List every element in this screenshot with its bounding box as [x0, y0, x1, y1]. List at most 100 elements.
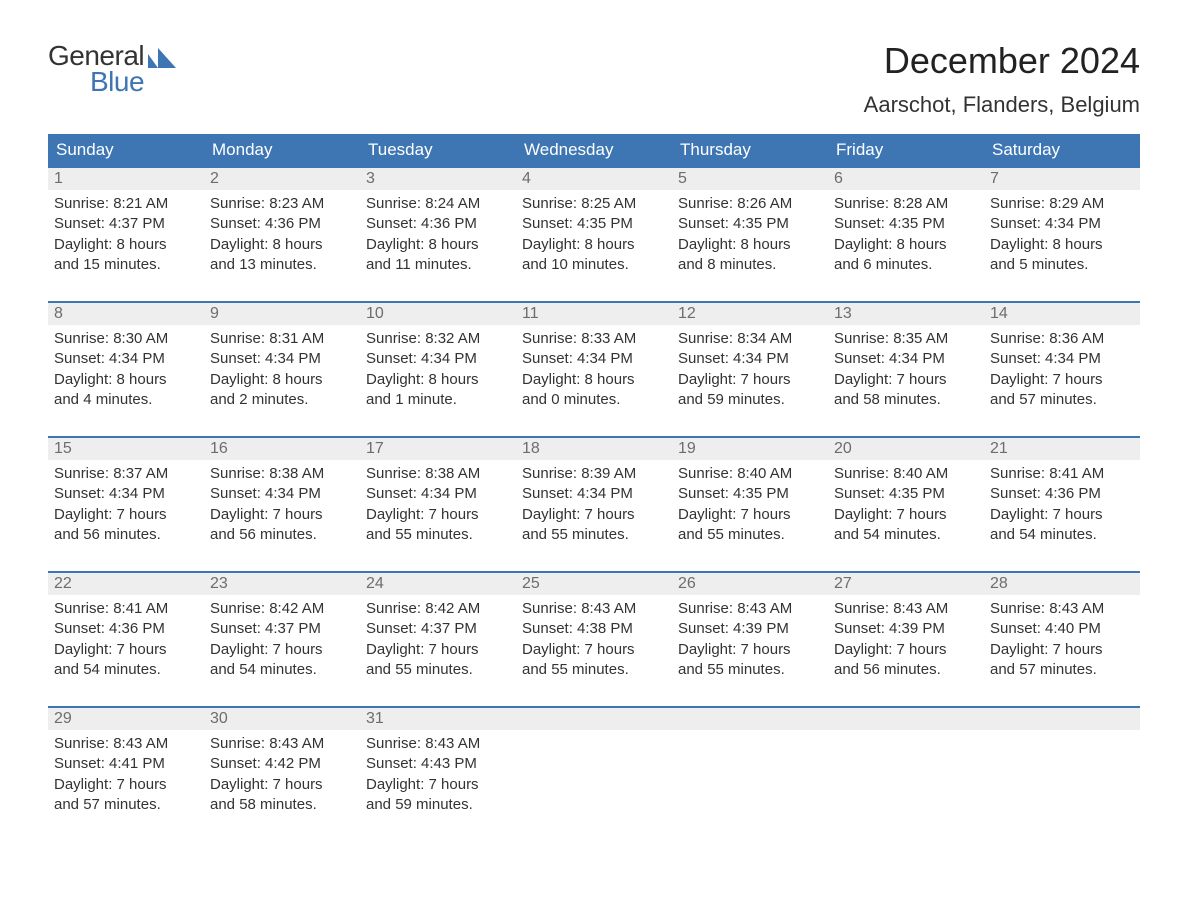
weekday-header: Saturday: [984, 134, 1140, 166]
day-cell: Sunrise: 8:26 AMSunset: 4:35 PMDaylight:…: [672, 190, 828, 279]
sunrise-text: Sunrise: 8:40 AM: [678, 464, 822, 484]
daylight2-text: and 57 minutes.: [54, 795, 198, 815]
daylight1-text: Daylight: 7 hours: [366, 505, 510, 525]
day-number: 5: [672, 168, 828, 190]
sunset-text: Sunset: 4:40 PM: [990, 619, 1134, 639]
sunrise-text: Sunrise: 8:41 AM: [990, 464, 1134, 484]
sunset-text: Sunset: 4:35 PM: [834, 484, 978, 504]
sunrise-text: Sunrise: 8:23 AM: [210, 194, 354, 214]
daylight2-text: and 57 minutes.: [990, 660, 1134, 680]
sunrise-text: Sunrise: 8:38 AM: [366, 464, 510, 484]
day-cell: Sunrise: 8:43 AMSunset: 4:42 PMDaylight:…: [204, 730, 360, 819]
sunrise-text: Sunrise: 8:43 AM: [54, 734, 198, 754]
day-cell: Sunrise: 8:41 AMSunset: 4:36 PMDaylight:…: [48, 595, 204, 684]
daylight1-text: Daylight: 7 hours: [366, 775, 510, 795]
day-number: 17: [360, 438, 516, 460]
sunrise-text: Sunrise: 8:43 AM: [834, 599, 978, 619]
sunrise-text: Sunrise: 8:28 AM: [834, 194, 978, 214]
day-cell: Sunrise: 8:42 AMSunset: 4:37 PMDaylight:…: [360, 595, 516, 684]
sunset-text: Sunset: 4:34 PM: [210, 484, 354, 504]
day-cell: [984, 730, 1140, 819]
daylight1-text: Daylight: 7 hours: [834, 640, 978, 660]
day-cell: Sunrise: 8:43 AMSunset: 4:41 PMDaylight:…: [48, 730, 204, 819]
sunset-text: Sunset: 4:35 PM: [834, 214, 978, 234]
weekday-header: Tuesday: [360, 134, 516, 166]
sunset-text: Sunset: 4:34 PM: [366, 484, 510, 504]
sunset-text: Sunset: 4:38 PM: [522, 619, 666, 639]
sunset-text: Sunset: 4:34 PM: [990, 214, 1134, 234]
day-cell: Sunrise: 8:43 AMSunset: 4:39 PMDaylight:…: [672, 595, 828, 684]
day-data-row: Sunrise: 8:37 AMSunset: 4:34 PMDaylight:…: [48, 460, 1140, 549]
daylight1-text: Daylight: 8 hours: [834, 235, 978, 255]
daylight2-text: and 57 minutes.: [990, 390, 1134, 410]
day-number: 29: [48, 708, 204, 730]
day-cell: Sunrise: 8:34 AMSunset: 4:34 PMDaylight:…: [672, 325, 828, 414]
day-number: 14: [984, 303, 1140, 325]
daylight2-text: and 59 minutes.: [366, 795, 510, 815]
sunset-text: Sunset: 4:35 PM: [522, 214, 666, 234]
day-number: 10: [360, 303, 516, 325]
daylight1-text: Daylight: 8 hours: [366, 370, 510, 390]
month-title: December 2024: [864, 40, 1140, 82]
sunset-text: Sunset: 4:41 PM: [54, 754, 198, 774]
sunset-text: Sunset: 4:34 PM: [678, 349, 822, 369]
day-number: 15: [48, 438, 204, 460]
day-number-row: 15161718192021: [48, 438, 1140, 460]
sunset-text: Sunset: 4:34 PM: [54, 349, 198, 369]
weekday-header: Friday: [828, 134, 984, 166]
day-number: 30: [204, 708, 360, 730]
day-cell: Sunrise: 8:35 AMSunset: 4:34 PMDaylight:…: [828, 325, 984, 414]
daylight2-text: and 58 minutes.: [834, 390, 978, 410]
day-cell: Sunrise: 8:38 AMSunset: 4:34 PMDaylight:…: [360, 460, 516, 549]
day-number: 20: [828, 438, 984, 460]
sunset-text: Sunset: 4:34 PM: [990, 349, 1134, 369]
calendar: Sunday Monday Tuesday Wednesday Thursday…: [48, 134, 1140, 819]
daylight1-text: Daylight: 8 hours: [366, 235, 510, 255]
day-cell: [516, 730, 672, 819]
day-cell: Sunrise: 8:31 AMSunset: 4:34 PMDaylight:…: [204, 325, 360, 414]
sunrise-text: Sunrise: 8:43 AM: [678, 599, 822, 619]
sunrise-text: Sunrise: 8:31 AM: [210, 329, 354, 349]
day-number: 11: [516, 303, 672, 325]
sunset-text: Sunset: 4:37 PM: [210, 619, 354, 639]
day-number: 25: [516, 573, 672, 595]
day-number: 19: [672, 438, 828, 460]
day-cell: [828, 730, 984, 819]
sunset-text: Sunset: 4:34 PM: [834, 349, 978, 369]
sunrise-text: Sunrise: 8:42 AM: [210, 599, 354, 619]
daylight2-text: and 56 minutes.: [210, 525, 354, 545]
sunrise-text: Sunrise: 8:43 AM: [366, 734, 510, 754]
day-number: 28: [984, 573, 1140, 595]
daylight2-text: and 54 minutes.: [210, 660, 354, 680]
sunrise-text: Sunrise: 8:30 AM: [54, 329, 198, 349]
daylight1-text: Daylight: 7 hours: [990, 505, 1134, 525]
day-number: 31: [360, 708, 516, 730]
sunset-text: Sunset: 4:35 PM: [678, 214, 822, 234]
day-number: 18: [516, 438, 672, 460]
daylight1-text: Daylight: 7 hours: [210, 775, 354, 795]
day-cell: Sunrise: 8:32 AMSunset: 4:34 PMDaylight:…: [360, 325, 516, 414]
day-number: [516, 708, 672, 730]
daylight1-text: Daylight: 8 hours: [522, 370, 666, 390]
sunset-text: Sunset: 4:36 PM: [366, 214, 510, 234]
sunset-text: Sunset: 4:34 PM: [210, 349, 354, 369]
daylight1-text: Daylight: 8 hours: [210, 370, 354, 390]
sunset-text: Sunset: 4:37 PM: [366, 619, 510, 639]
daylight2-text: and 59 minutes.: [678, 390, 822, 410]
sunset-text: Sunset: 4:35 PM: [678, 484, 822, 504]
day-number: 24: [360, 573, 516, 595]
day-number-row: 293031: [48, 708, 1140, 730]
week-block: 1234567Sunrise: 8:21 AMSunset: 4:37 PMDa…: [48, 166, 1140, 279]
sunset-text: Sunset: 4:34 PM: [366, 349, 510, 369]
week-block: 22232425262728Sunrise: 8:41 AMSunset: 4:…: [48, 571, 1140, 684]
day-number: [984, 708, 1140, 730]
daylight1-text: Daylight: 8 hours: [54, 370, 198, 390]
day-number: 23: [204, 573, 360, 595]
sunrise-text: Sunrise: 8:38 AM: [210, 464, 354, 484]
daylight1-text: Daylight: 7 hours: [366, 640, 510, 660]
daylight2-text: and 13 minutes.: [210, 255, 354, 275]
daylight1-text: Daylight: 7 hours: [210, 505, 354, 525]
sunrise-text: Sunrise: 8:34 AM: [678, 329, 822, 349]
sunrise-text: Sunrise: 8:25 AM: [522, 194, 666, 214]
daylight2-text: and 56 minutes.: [54, 525, 198, 545]
